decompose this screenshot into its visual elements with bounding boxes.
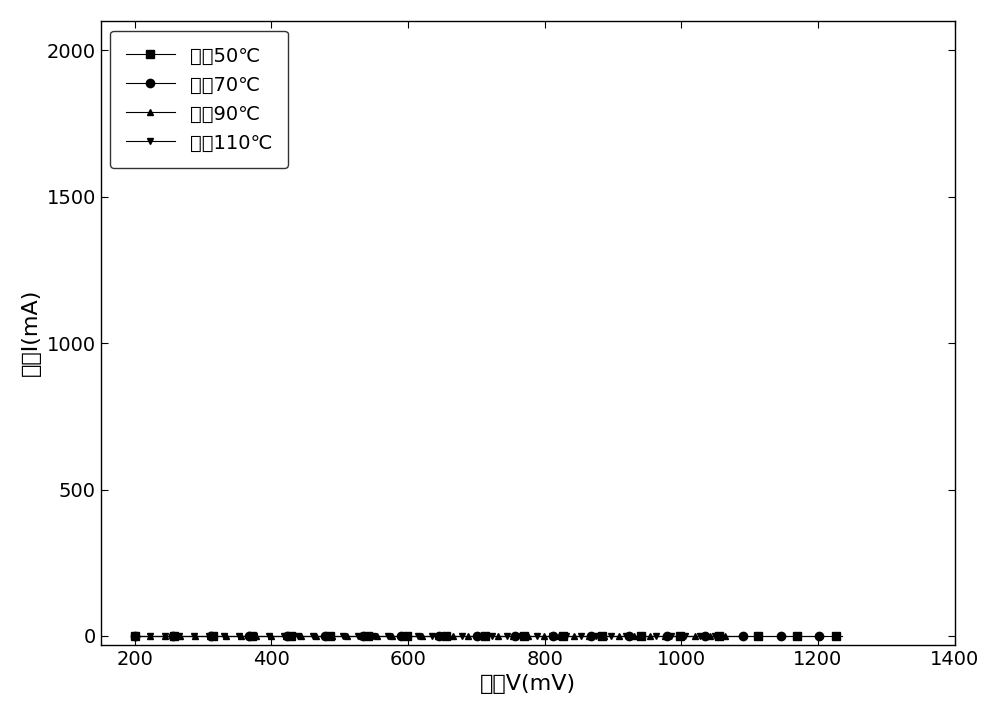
结湰50℃ [601,631,613,640]
结湰110℃ [398,631,410,640]
结湰50℃ [836,631,848,640]
结湰70℃ [441,631,453,640]
Legend: 结湰50℃, 结湰70℃, 结湰90℃, 结湰110℃: 结湰50℃, 结湰70℃, 结湰90℃, 结湰110℃ [110,31,288,168]
结湰90℃ [129,631,141,640]
结湰90℃ [402,631,414,640]
结湰70℃ [590,631,602,640]
结湰70℃ [819,631,831,640]
结湰90℃ [236,631,248,640]
结湰110℃ [526,631,538,640]
结湰90℃ [584,631,596,640]
结湰50℃ [545,631,557,640]
结湰110℃ [723,631,735,640]
结湰90℃ [533,631,545,640]
结湰70℃ [648,631,660,640]
结湰110℃ [282,631,294,640]
结湰70℃ [129,631,141,640]
结湰110℃ [479,631,491,640]
Line: 结湰50℃: 结湰50℃ [131,632,846,640]
结湰110℃ [129,631,141,640]
结湰90℃ [485,631,497,640]
结湰110℃ [576,631,588,640]
Line: 结湰70℃: 结湰70℃ [131,632,829,640]
结湰50℃ [311,631,323,640]
结湰90℃ [284,631,296,640]
结湰50℃ [661,631,673,640]
结湰90℃ [733,631,745,640]
结湰70℃ [251,631,263,640]
Line: 结湰90℃: 结湰90℃ [131,633,743,639]
结湰70℃ [535,631,547,640]
结湰50℃ [449,631,461,640]
结湰50℃ [129,631,141,640]
结湰110℃ [234,631,246,640]
X-axis label: 电压V(mV): 电压V(mV) [480,674,576,694]
结湰50℃ [254,631,266,640]
Y-axis label: 电流I(mA): 电流I(mA) [21,289,41,377]
Line: 结湰110℃: 结湰110℃ [131,633,733,639]
结湰70℃ [306,631,318,640]
